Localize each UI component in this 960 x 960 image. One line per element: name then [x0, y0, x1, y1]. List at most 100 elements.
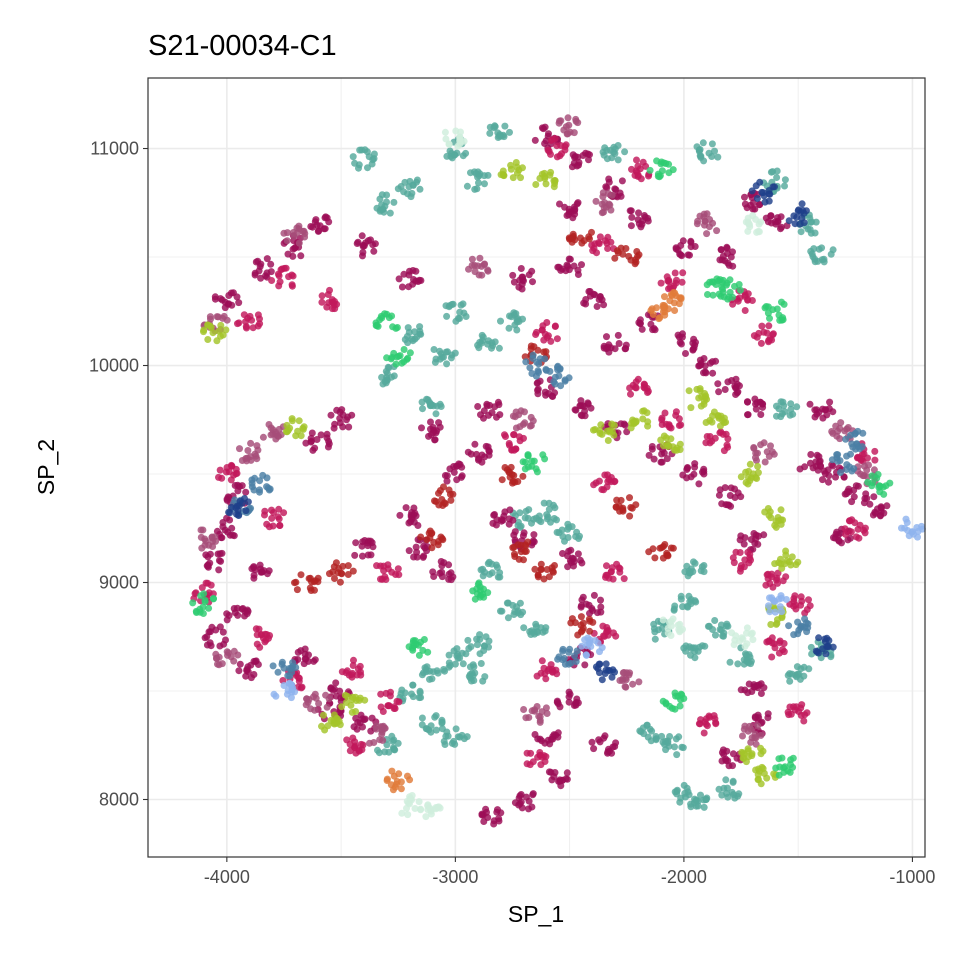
data-point	[585, 288, 593, 295]
data-point	[758, 322, 766, 330]
data-point	[275, 272, 283, 280]
data-point	[377, 703, 385, 711]
data-point	[805, 665, 813, 673]
data-point	[459, 300, 467, 308]
data-point	[205, 628, 213, 636]
data-point	[445, 651, 453, 659]
data-point	[542, 180, 550, 188]
data-point	[729, 554, 737, 562]
data-point	[671, 269, 679, 277]
data-point	[436, 400, 444, 408]
data-point	[295, 674, 302, 682]
data-point	[603, 333, 610, 341]
data-point	[636, 316, 644, 324]
data-point	[408, 690, 415, 698]
data-point	[567, 546, 575, 554]
data-point	[241, 607, 249, 615]
data-point	[431, 436, 439, 444]
data-point	[252, 452, 260, 460]
data-point	[548, 392, 556, 400]
data-point	[628, 213, 636, 221]
data-point	[754, 775, 762, 783]
data-point	[243, 454, 251, 462]
data-point	[645, 548, 653, 556]
data-point	[754, 722, 762, 730]
data-point	[564, 130, 572, 138]
data-point	[436, 487, 444, 494]
data-point	[309, 446, 317, 454]
data-point	[451, 349, 459, 357]
data-point	[563, 775, 571, 783]
data-point	[215, 566, 223, 574]
data-point	[462, 650, 470, 658]
data-point	[476, 254, 484, 262]
data-point	[280, 509, 288, 517]
data-point	[635, 251, 643, 259]
data-point	[213, 655, 220, 662]
data-point	[585, 156, 592, 164]
data-point	[787, 400, 795, 408]
data-point	[378, 373, 386, 381]
data-point	[590, 426, 597, 434]
data-point	[486, 129, 494, 137]
data-point	[695, 480, 703, 488]
data-point	[417, 805, 424, 813]
data-point	[657, 279, 665, 287]
data-point	[790, 595, 798, 603]
data-point	[274, 668, 282, 676]
data-point	[339, 562, 347, 570]
data-point	[308, 437, 315, 445]
data-point	[685, 387, 693, 395]
data-point	[778, 614, 786, 622]
data-point	[605, 348, 613, 356]
data-point	[700, 210, 708, 218]
data-point	[349, 662, 357, 669]
data-point	[675, 333, 683, 341]
data-point	[792, 703, 800, 711]
data-point	[286, 672, 294, 680]
data-point	[542, 704, 550, 712]
data-point	[516, 423, 524, 431]
data-point	[735, 790, 743, 798]
data-point	[387, 355, 395, 363]
data-point	[659, 616, 667, 624]
data-point	[312, 694, 320, 702]
data-point	[771, 218, 779, 226]
data-point	[443, 477, 451, 485]
data-point	[672, 245, 680, 253]
data-point	[811, 229, 819, 237]
data-point	[771, 644, 779, 652]
data-point	[794, 630, 802, 638]
data-point	[666, 297, 674, 305]
data-point	[705, 712, 713, 720]
data-point	[302, 701, 310, 709]
data-point	[683, 602, 691, 610]
data-point	[524, 452, 532, 460]
data-point	[331, 575, 338, 582]
data-point	[504, 614, 512, 622]
data-point	[339, 411, 347, 419]
data-point	[515, 318, 523, 325]
data-point	[419, 405, 426, 413]
data-point	[548, 776, 556, 784]
data-point	[430, 346, 438, 353]
data-point	[661, 293, 668, 301]
data-point	[519, 458, 527, 466]
data-point	[800, 672, 808, 680]
data-point	[496, 573, 504, 581]
data-point	[677, 592, 685, 600]
data-point	[350, 656, 357, 664]
data-point	[514, 518, 522, 526]
data-point	[302, 439, 310, 447]
data-point	[787, 710, 795, 718]
data-point	[393, 697, 401, 705]
data-point	[766, 508, 774, 516]
data-point	[757, 411, 765, 418]
data-point	[768, 570, 776, 578]
data-point	[287, 694, 295, 702]
data-point	[781, 408, 789, 416]
data-point	[255, 625, 263, 633]
data-point	[600, 344, 608, 352]
data-point	[718, 279, 726, 287]
